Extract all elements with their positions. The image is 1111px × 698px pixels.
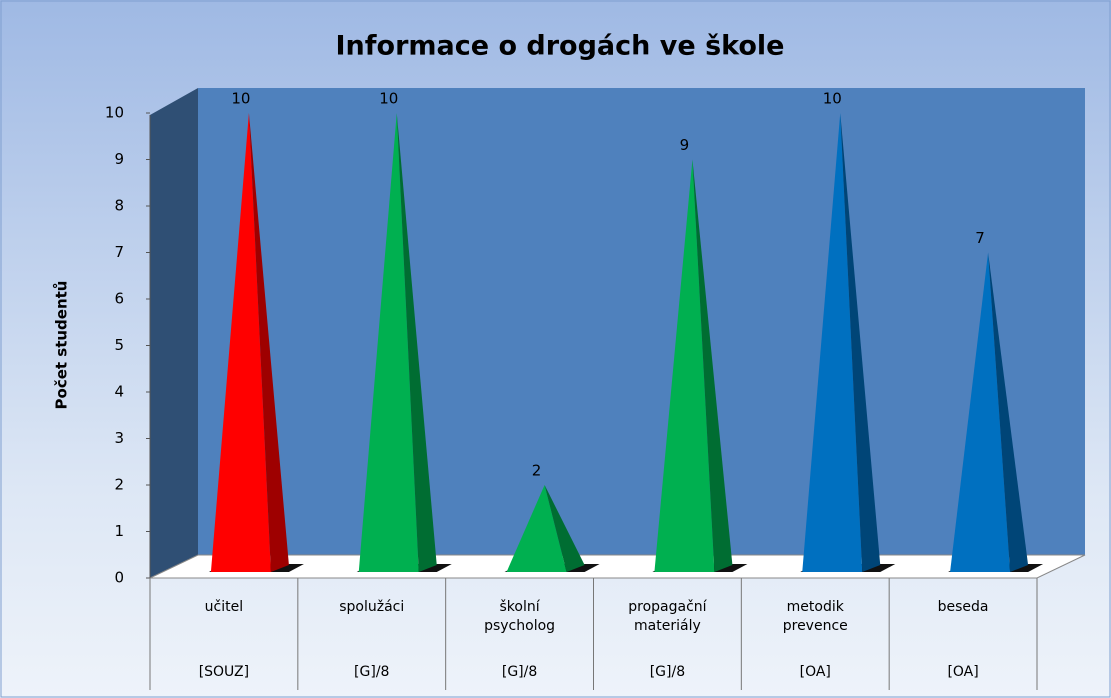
y-axis-label: Počet studentů — [53, 281, 71, 410]
y-tick-label: 1 — [114, 522, 124, 540]
y-tick-label: 7 — [114, 243, 124, 261]
y-tick-label: 0 — [114, 569, 124, 587]
side-wall — [150, 88, 198, 578]
chart-title: Informace o drogách ve škole — [336, 31, 785, 62]
group-label: [OA] — [799, 664, 831, 680]
pyramid-front — [802, 113, 863, 572]
pyramid-side — [692, 159, 733, 572]
group-label: [G]/8 — [354, 664, 390, 680]
group-label: [G]/8 — [501, 664, 538, 680]
pyramid-front — [210, 113, 271, 572]
pyramid-side — [248, 113, 289, 572]
value-label: 10 — [379, 90, 398, 108]
pyramid-front — [506, 485, 567, 572]
pyramid-side — [396, 113, 437, 572]
category-label: školní psycholog — [484, 599, 556, 634]
group-label: [G]/8 — [649, 664, 686, 680]
pyramid-front — [950, 252, 1011, 572]
group-label: [SOUZ] — [198, 664, 250, 680]
y-tick-label: 8 — [114, 197, 124, 215]
value-label: 10 — [823, 90, 842, 108]
category-label: propagační materiály — [628, 599, 707, 634]
pyramid-side — [988, 252, 1029, 572]
pyramid-front — [358, 113, 419, 572]
value-label: 7 — [975, 229, 985, 247]
y-tick-label: 2 — [114, 476, 124, 494]
value-label: 9 — [680, 136, 690, 154]
back-wall — [198, 88, 1085, 555]
value-label: 10 — [231, 90, 250, 108]
group-label: [OA] — [947, 664, 979, 680]
pyramid-front — [654, 159, 715, 572]
value-label: 2 — [532, 462, 542, 480]
y-tick-label: 4 — [114, 383, 124, 401]
category-label: spolužáci — [339, 599, 405, 615]
y-tick-label: 6 — [114, 290, 124, 308]
pyramid-side — [544, 485, 585, 572]
y-tick-label: 3 — [114, 429, 124, 447]
pyramid-side — [840, 113, 881, 572]
category-label: učitel — [204, 599, 244, 615]
y-tick-label: 5 — [114, 336, 124, 354]
category-label: metodik prevence — [782, 599, 848, 634]
category-label: beseda — [937, 599, 989, 615]
y-tick-label: 9 — [114, 150, 124, 168]
y-tick-label: 10 — [105, 104, 124, 122]
